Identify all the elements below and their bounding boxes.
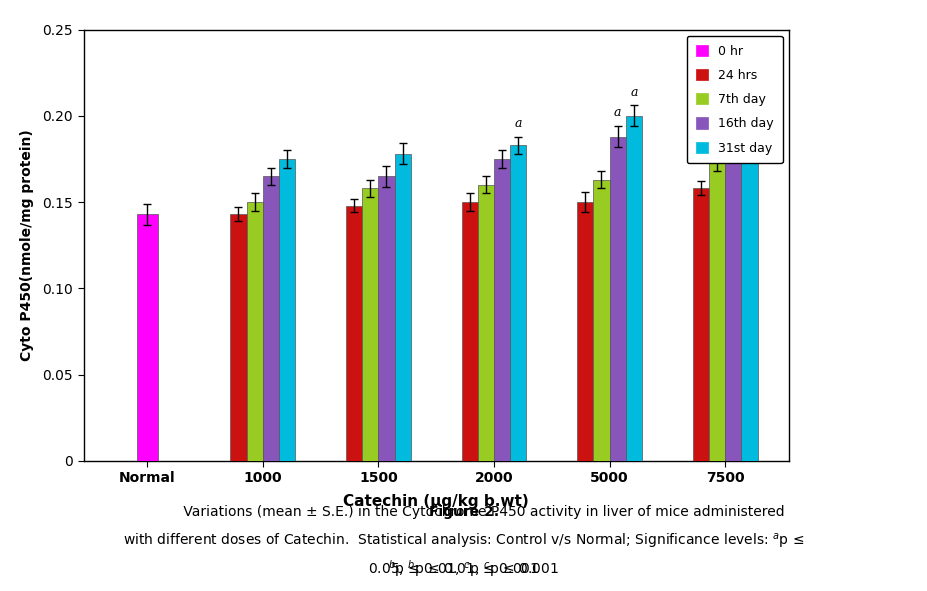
Bar	[708, 159, 724, 461]
Text: $^b$p ≤ 0.01, $^c$p ≤ 0.001: $^b$p ≤ 0.01, $^c$p ≤ 0.001	[387, 558, 540, 579]
Text: with different doses of Catechin.  Statistical analysis: Control v/s Normal; Sig: with different doses of Catechin. Statis…	[123, 532, 804, 551]
Bar	[741, 93, 756, 461]
Bar	[378, 176, 394, 461]
Text: Variations (mean ± S.E.) in the Cytochrome P450 activity in liver of mice admini: Variations (mean ± S.E.) in the Cytochro…	[144, 505, 783, 519]
Bar	[625, 116, 641, 461]
Text: Figure 2.: Figure 2.	[428, 505, 499, 519]
Bar	[592, 180, 609, 461]
Text: a: a	[614, 106, 621, 119]
Y-axis label: Cyto P450(nmole/mg protein): Cyto P450(nmole/mg protein)	[20, 129, 34, 361]
Text: b: b	[744, 60, 753, 73]
Bar	[493, 159, 510, 461]
Bar	[724, 128, 741, 461]
Bar	[510, 145, 526, 461]
Bar	[362, 189, 378, 461]
Bar	[346, 206, 362, 461]
Text: a: a	[729, 98, 736, 111]
Bar	[577, 202, 592, 461]
Text: a: a	[514, 116, 521, 129]
Legend: 0 hr, 24 hrs, 7th day, 16th day, 31st day: 0 hr, 24 hrs, 7th day, 16th day, 31st da…	[686, 36, 781, 163]
Bar	[394, 154, 411, 461]
Text: a: a	[629, 86, 637, 99]
Bar	[230, 214, 247, 461]
Bar	[461, 202, 477, 461]
Bar	[477, 185, 493, 461]
Bar	[692, 189, 708, 461]
Bar	[609, 137, 625, 461]
Text: 0.05, $^b$p ≤ 0.01, $^c$p ≤ 0.001: 0.05, $^b$p ≤ 0.01, $^c$p ≤ 0.001	[368, 558, 559, 579]
Bar	[262, 176, 279, 461]
X-axis label: Catechin (μg/kg b.wt): Catechin (μg/kg b.wt)	[343, 493, 528, 509]
Bar	[279, 159, 295, 461]
Bar	[247, 202, 262, 461]
Bar	[136, 214, 158, 461]
